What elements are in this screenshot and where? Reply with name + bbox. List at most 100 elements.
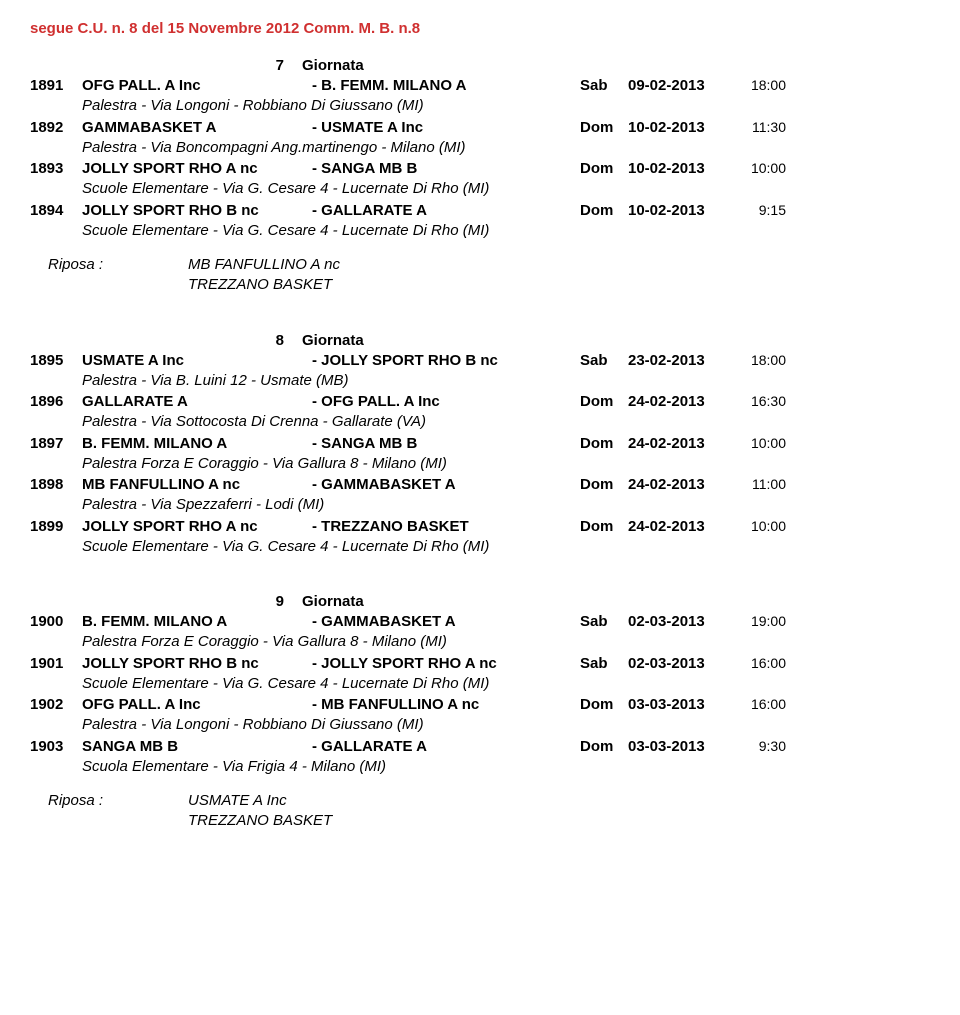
match-date: 24-02-2013	[628, 517, 736, 537]
team-home: JOLLY SPORT RHO B nc	[82, 201, 312, 221]
team-away: - TREZZANO BASKET	[312, 517, 580, 537]
team-away: - GALLARATE A	[312, 737, 580, 757]
round-label: Giornata	[302, 57, 364, 74]
match-venue: Scuole Elementare - Via G. Cesare 4 - Lu…	[30, 674, 930, 694]
team-away: - B. FEMM. MILANO A	[312, 76, 580, 96]
match-venue: Palestra - Via Longoni - Robbiano Di Giu…	[30, 715, 930, 735]
team-home: OFG PALL. A Inc	[82, 695, 312, 715]
team-away: - GAMMABASKET A	[312, 612, 580, 632]
match-venue: Scuole Elementare - Via G. Cesare 4 - Lu…	[30, 179, 930, 199]
match-time: 18:00	[736, 76, 786, 95]
match-row: 1903SANGA MB B- GALLARATE ADom03-03-2013…	[30, 737, 930, 757]
match-row: 1896GALLARATE A- OFG PALL. A IncDom24-02…	[30, 392, 930, 412]
round-block: 7Giornata 1891OFG PALL. A Inc- B. FEMM. M…	[30, 57, 930, 296]
match-day: Dom	[580, 517, 628, 537]
match-day: Sab	[580, 654, 628, 674]
match-venue: Palestra - Via Boncompagni Ang.martineng…	[30, 138, 930, 158]
match-date: 09-02-2013	[628, 76, 736, 96]
match-day: Dom	[580, 201, 628, 221]
riposa-label: Riposa :	[30, 255, 188, 296]
match-id: 1894	[30, 201, 82, 221]
match-date: 02-03-2013	[628, 654, 736, 674]
riposa-row: Riposa :MB FANFULLINO A ncTREZZANO BASKE…	[30, 255, 930, 296]
match-row: 1893JOLLY SPORT RHO A nc- SANGA MB BDom1…	[30, 159, 930, 179]
match-id: 1892	[30, 118, 82, 138]
match-id: 1895	[30, 351, 82, 371]
match-day: Sab	[580, 76, 628, 96]
match-date: 03-03-2013	[628, 695, 736, 715]
match-row: 1894JOLLY SPORT RHO B nc- GALLARATE ADom…	[30, 201, 930, 221]
match-venue: Palestra Forza E Coraggio - Via Gallura …	[30, 454, 930, 474]
team-away: - GALLARATE A	[312, 201, 580, 221]
match-row: 1899JOLLY SPORT RHO A nc- TREZZANO BASKE…	[30, 517, 930, 537]
page-header: segue C.U. n. 8 del 15 Novembre 2012 Com…	[30, 20, 930, 37]
team-home: OFG PALL. A Inc	[82, 76, 312, 96]
match-day: Dom	[580, 737, 628, 757]
match-date: 24-02-2013	[628, 475, 736, 495]
match-day: Dom	[580, 159, 628, 179]
round-header: 8Giornata	[30, 332, 930, 349]
match-date: 24-02-2013	[628, 434, 736, 454]
round-header: 9Giornata	[30, 593, 930, 610]
match-venue: Scuole Elementare - Via G. Cesare 4 - Lu…	[30, 221, 930, 241]
team-home: JOLLY SPORT RHO A nc	[82, 517, 312, 537]
team-home: GALLARATE A	[82, 392, 312, 412]
match-row: 1902OFG PALL. A Inc- MB FANFULLINO A ncD…	[30, 695, 930, 715]
match-id: 1903	[30, 737, 82, 757]
match-row: 1897B. FEMM. MILANO A- SANGA MB BDom24-0…	[30, 434, 930, 454]
match-date: 10-02-2013	[628, 118, 736, 138]
team-home: USMATE A Inc	[82, 351, 312, 371]
match-time: 9:30	[736, 737, 786, 756]
match-time: 9:15	[736, 201, 786, 220]
match-row: 1895USMATE A Inc- JOLLY SPORT RHO B ncSa…	[30, 351, 930, 371]
rounds-container: 7Giornata 1891OFG PALL. A Inc- B. FEMM. M…	[30, 57, 930, 832]
riposa-label: Riposa :	[30, 791, 188, 832]
team-away: - USMATE A Inc	[312, 118, 580, 138]
match-venue: Palestra Forza E Coraggio - Via Gallura …	[30, 632, 930, 652]
riposa-team: MB FANFULLINO A nc	[188, 255, 340, 275]
match-venue: Palestra - Via Sottocosta Di Crenna - Ga…	[30, 412, 930, 432]
match-venue: Palestra - Via B. Luini 12 - Usmate (MB)	[30, 371, 930, 391]
match-date: 10-02-2013	[628, 159, 736, 179]
match-row: 1901JOLLY SPORT RHO B nc- JOLLY SPORT RH…	[30, 654, 930, 674]
match-day: Dom	[580, 392, 628, 412]
match-time: 11:00	[736, 475, 786, 494]
match-day: Dom	[580, 118, 628, 138]
match-time: 19:00	[736, 612, 786, 631]
match-id: 1896	[30, 392, 82, 412]
match-row: 1891OFG PALL. A Inc- B. FEMM. MILANO ASa…	[30, 76, 930, 96]
match-date: 02-03-2013	[628, 612, 736, 632]
round-label: Giornata	[302, 332, 364, 349]
round-number: 9	[268, 593, 284, 610]
match-id: 1893	[30, 159, 82, 179]
match-row: 1892GAMMABASKET A- USMATE A IncDom10-02-…	[30, 118, 930, 138]
match-time: 18:00	[736, 351, 786, 370]
team-home: JOLLY SPORT RHO A nc	[82, 159, 312, 179]
match-id: 1898	[30, 475, 82, 495]
round-header: 7Giornata	[30, 57, 930, 74]
round-block: 8Giornata 1895USMATE A Inc- JOLLY SPORT R…	[30, 332, 930, 558]
match-row: 1898MB FANFULLINO A nc- GAMMABASKET ADom…	[30, 475, 930, 495]
team-away: - SANGA MB B	[312, 159, 580, 179]
match-time: 11:30	[736, 118, 786, 137]
match-venue: Scuole Elementare - Via G. Cesare 4 - Lu…	[30, 537, 930, 557]
match-date: 03-03-2013	[628, 737, 736, 757]
match-date: 23-02-2013	[628, 351, 736, 371]
match-venue: Palestra - Via Longoni - Robbiano Di Giu…	[30, 96, 930, 116]
team-home: B. FEMM. MILANO A	[82, 612, 312, 632]
match-time: 16:00	[736, 695, 786, 714]
match-time: 16:00	[736, 654, 786, 673]
match-id: 1899	[30, 517, 82, 537]
match-day: Dom	[580, 695, 628, 715]
team-home: SANGA MB B	[82, 737, 312, 757]
riposa-row: Riposa :USMATE A IncTREZZANO BASKET	[30, 791, 930, 832]
round-block: 9Giornata 1900B. FEMM. MILANO A- GAMMABAS…	[30, 593, 930, 832]
match-id: 1900	[30, 612, 82, 632]
match-day: Sab	[580, 612, 628, 632]
match-day: Sab	[580, 351, 628, 371]
match-time: 16:30	[736, 392, 786, 411]
match-day: Dom	[580, 434, 628, 454]
match-venue: Palestra - Via Spezzaferri - Lodi (MI)	[30, 495, 930, 515]
riposa-teams: MB FANFULLINO A ncTREZZANO BASKET	[188, 255, 340, 296]
match-time: 10:00	[736, 159, 786, 178]
